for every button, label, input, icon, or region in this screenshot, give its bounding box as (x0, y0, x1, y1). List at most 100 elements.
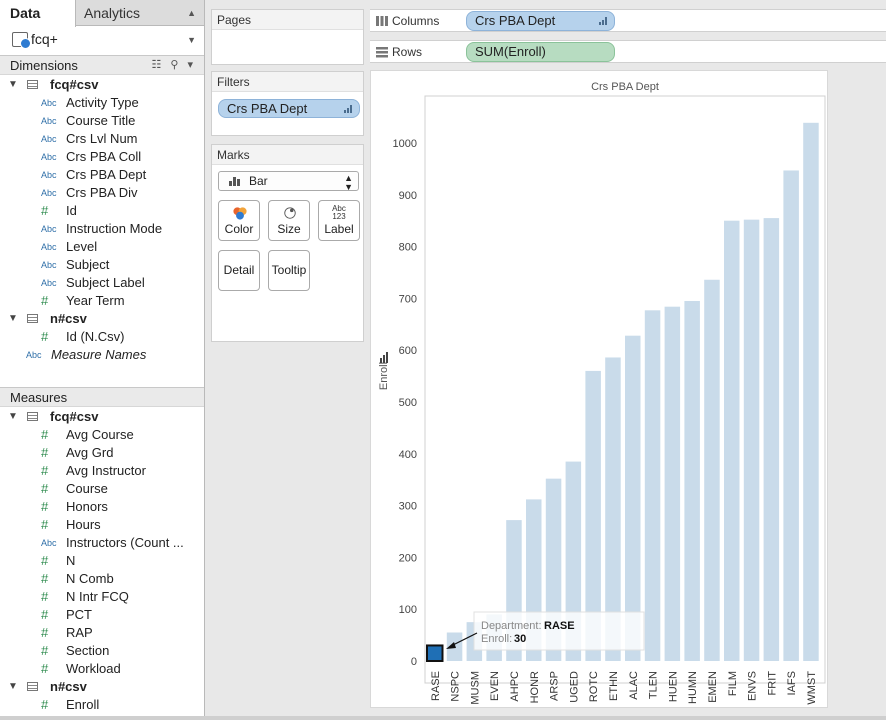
table-group[interactable]: ▼ n#csv (0, 310, 204, 328)
field-item[interactable]: # Avg Grd (0, 444, 204, 462)
field-item[interactable]: # RAP (0, 624, 204, 642)
filters-card[interactable]: Filters Crs PBA Dept (211, 71, 364, 136)
field-label: Avg Instructor (66, 463, 146, 478)
field-item[interactable]: Abc Crs PBA Coll (0, 148, 204, 166)
tab-analytics[interactable]: Analytics ▲ ▼ (77, 0, 204, 45)
tab-data[interactable]: Data (0, 0, 76, 27)
data-source-name: fcq+ (31, 31, 58, 47)
field-item[interactable]: Abc Subject (0, 256, 204, 274)
field-item[interactable]: # Workload (0, 660, 204, 678)
field-item[interactable]: # Course (0, 480, 204, 498)
chart-view[interactable]: Crs PBA Dept 0 100 200 300 400 500 600 700 800 900… (370, 70, 828, 708)
filter-pill-label: Crs PBA Dept (227, 101, 308, 116)
y-tick-label: 700 (399, 293, 417, 305)
collapse-triangle-icon[interactable]: ▼ (8, 681, 18, 692)
field-label: Course (66, 481, 108, 496)
field-item[interactable]: # Avg Course (0, 426, 204, 444)
size-button[interactable]: Size (268, 200, 310, 241)
dimensions-header-label: Dimensions (10, 58, 78, 73)
rows-pill-sum-enroll[interactable]: SUM(Enroll) (466, 42, 615, 62)
bar-iafs[interactable] (783, 170, 799, 661)
detail-button-label: Detail (223, 263, 255, 277)
bar-huen[interactable] (664, 306, 681, 661)
data-source[interactable]: fcq+ (0, 28, 204, 52)
field-item[interactable]: Abc Activity Type (0, 94, 204, 112)
field-item[interactable]: # PCT (0, 606, 204, 624)
rows-shelf[interactable]: Rows SUM(Enroll) (370, 40, 886, 63)
bar-wmst[interactable] (803, 122, 819, 662)
mark-type-select[interactable]: Bar ▲ ▼ (218, 171, 359, 192)
field-label: Subject Label (66, 275, 145, 290)
number-type-icon: # (41, 445, 49, 460)
field-item[interactable]: Abc Crs PBA Div (0, 184, 204, 202)
table-icon (27, 682, 38, 691)
collapse-triangle-icon[interactable]: ▼ (8, 411, 18, 422)
collapse-triangle-icon[interactable]: ▼ (8, 79, 18, 90)
measures-list: ▼ fcq#csv # Avg Course # Avg Grd # Avg Instruct… (0, 408, 204, 714)
bar-chart[interactable]: Crs PBA Dept 0 100 200 300 400 500 600 700 800 900… (371, 71, 829, 709)
field-item[interactable]: # Section (0, 642, 204, 660)
pages-card[interactable]: Pages (211, 9, 364, 65)
field-item[interactable]: Abc Instruction Mode (0, 220, 204, 238)
field-item[interactable]: # Id (0, 202, 204, 220)
collapse-triangle-icon[interactable]: ▼ (8, 313, 18, 324)
bar-tlen[interactable] (644, 310, 661, 661)
table-group[interactable]: ▼ fcq#csv (0, 76, 204, 94)
field-item[interactable]: Abc Crs Lvl Num (0, 130, 204, 148)
field-item[interactable]: # Avg Instructor (0, 462, 204, 480)
bar-humn[interactable] (684, 300, 700, 661)
field-item[interactable]: # N (0, 552, 204, 570)
view-search-icons[interactable]: ☷ ⚲ ▾ (151, 59, 196, 71)
string-type-icon: Abc (41, 152, 57, 162)
rows-shelf-icon (376, 47, 388, 58)
bar-uged[interactable] (565, 461, 582, 661)
field-item[interactable]: Abc Level (0, 238, 204, 256)
measures-header: Measures (0, 387, 204, 407)
bar-rotc[interactable] (585, 370, 601, 661)
bar-rase[interactable] (426, 644, 444, 663)
columns-shelf[interactable]: Columns Crs PBA Dept (370, 9, 886, 32)
field-label: Hours (66, 517, 101, 532)
field-item[interactable]: Abc Crs PBA Dept (0, 166, 204, 184)
tooltip-button[interactable]: Tooltip (268, 250, 310, 291)
bar-alac[interactable] (625, 335, 641, 661)
field-item[interactable]: Abc Course Title (0, 112, 204, 130)
bar-frit[interactable] (763, 218, 780, 662)
x-tick-label: HUEN (667, 671, 679, 702)
x-tick-label: HONR (529, 671, 541, 703)
mark-type-value: Bar (249, 174, 268, 188)
field-label: Crs PBA Div (66, 185, 138, 200)
field-item[interactable]: # N Intr FCQ (0, 588, 204, 606)
field-item[interactable]: Abc Instructors (Count ... (0, 534, 204, 552)
size-button-label: Size (277, 222, 301, 236)
columns-pill-crs-pba-dept[interactable]: Crs PBA Dept (466, 11, 615, 31)
field-item[interactable]: # Enroll (0, 696, 204, 714)
rows-pill-label: SUM(Enroll) (475, 44, 546, 59)
bar-emen[interactable] (704, 279, 720, 661)
label-button[interactable]: Abc 123 Label (318, 200, 360, 241)
label-button-label: Label (324, 222, 354, 236)
table-group[interactable]: ▼ fcq#csv (0, 408, 204, 426)
filter-pill-crs-pba-dept[interactable]: Crs PBA Dept (218, 99, 360, 118)
bar-envs[interactable] (743, 219, 760, 661)
detail-button[interactable]: Detail (218, 250, 260, 291)
field-item[interactable]: # Id (N.Csv) (0, 328, 204, 346)
bar-film[interactable] (724, 220, 740, 661)
number-type-icon: # (41, 427, 49, 442)
field-item[interactable]: # Hours (0, 516, 204, 534)
updown-caret-icon[interactable]: ▲ ▼ (187, 8, 196, 45)
number-type-icon: # (41, 499, 49, 514)
field-item[interactable]: Abc Subject Label (0, 274, 204, 292)
string-type-icon: Abc (41, 260, 57, 270)
field-item[interactable]: Abc Measure Names (0, 346, 204, 364)
field-item[interactable]: # Year Term (0, 292, 204, 310)
bar-ethn[interactable] (605, 357, 621, 661)
field-label: Workload (66, 661, 121, 676)
field-item[interactable]: # Honors (0, 498, 204, 516)
table-group[interactable]: ▼ n#csv (0, 678, 204, 696)
field-item[interactable]: # N Comb (0, 570, 204, 588)
color-button[interactable]: Color (218, 200, 260, 241)
y-tick-label: 100 (399, 604, 417, 616)
dimensions-list: ▼ fcq#csv Abc Activity Type Abc Course Title A… (0, 76, 204, 364)
field-label: N Comb (66, 571, 114, 586)
